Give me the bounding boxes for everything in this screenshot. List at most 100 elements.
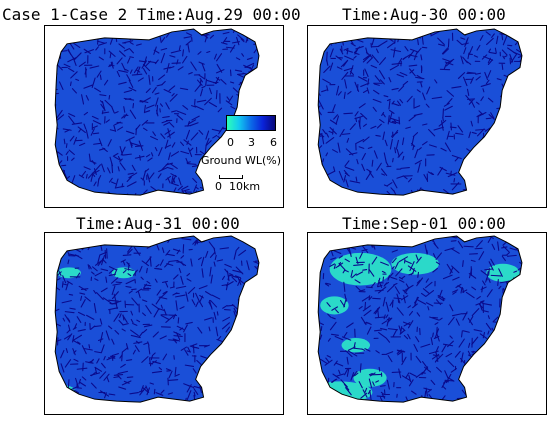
stream-channel bbox=[208, 301, 213, 308]
stream-channel bbox=[160, 389, 165, 394]
stream-channel bbox=[382, 131, 385, 141]
stream-channel bbox=[97, 409, 103, 414]
stream-channel bbox=[478, 184, 487, 187]
stream-channel bbox=[99, 74, 102, 81]
stream-channel bbox=[538, 143, 539, 148]
stream-channel bbox=[396, 73, 405, 78]
stream-channel bbox=[312, 29, 315, 31]
stream-channel bbox=[126, 359, 133, 362]
stream-channel bbox=[158, 296, 168, 300]
stream-channel bbox=[532, 309, 537, 313]
stream-channel bbox=[153, 46, 157, 55]
stream-channel bbox=[46, 274, 48, 282]
stream-channel bbox=[531, 98, 538, 104]
stream-channel bbox=[137, 290, 141, 299]
stream-channel bbox=[380, 391, 385, 396]
stream-channel bbox=[224, 371, 235, 376]
stream-channel bbox=[85, 95, 89, 101]
stream-channel bbox=[98, 42, 108, 46]
stream-channel bbox=[238, 249, 247, 256]
stream-channel bbox=[362, 269, 368, 271]
stream-channel bbox=[525, 186, 530, 187]
stream-channel bbox=[200, 88, 204, 97]
stream-channel bbox=[159, 335, 167, 340]
stream-channel bbox=[62, 32, 72, 37]
stream-channel bbox=[412, 145, 415, 151]
stream-channel bbox=[77, 126, 86, 134]
stream-channel bbox=[147, 341, 150, 346]
stream-channel bbox=[262, 182, 267, 187]
stream-channel bbox=[94, 271, 103, 277]
stream-channel bbox=[188, 72, 193, 75]
stream-channel bbox=[129, 69, 133, 74]
stream-channel bbox=[98, 200, 101, 204]
stream-channel bbox=[397, 240, 409, 242]
stream-channel bbox=[452, 289, 459, 293]
stream-channel bbox=[465, 205, 468, 207]
stream-channel bbox=[517, 55, 522, 58]
stream-channel bbox=[228, 382, 237, 386]
low-water-level-patch bbox=[341, 337, 371, 353]
stream-channel bbox=[269, 34, 274, 35]
stream-channel bbox=[455, 132, 464, 135]
stream-channel bbox=[265, 362, 269, 363]
stream-channel bbox=[311, 95, 316, 97]
stream-channel bbox=[408, 310, 414, 316]
stream-channel bbox=[257, 133, 259, 139]
stream-channel bbox=[467, 317, 473, 326]
stream-channel bbox=[309, 169, 315, 173]
stream-channel bbox=[475, 356, 479, 360]
stream-channel bbox=[508, 134, 511, 142]
stream-channel bbox=[118, 43, 126, 49]
stream-channel bbox=[316, 405, 317, 409]
stream-channel bbox=[312, 185, 317, 191]
stream-channel bbox=[135, 196, 136, 199]
stream-channel bbox=[340, 379, 348, 388]
stream-channel bbox=[511, 308, 515, 315]
stream-channel bbox=[277, 404, 282, 407]
basin-outline bbox=[317, 28, 523, 196]
stream-channel bbox=[542, 401, 546, 405]
stream-channel bbox=[171, 174, 177, 184]
stream-channel bbox=[129, 198, 133, 204]
stream-channel bbox=[474, 160, 483, 168]
stream-channel bbox=[368, 378, 373, 388]
stream-channel bbox=[143, 189, 148, 195]
stream-channel bbox=[521, 70, 522, 78]
stream-channel bbox=[442, 108, 444, 118]
stream-channel bbox=[83, 123, 87, 130]
stream-channel bbox=[127, 273, 132, 277]
stream-channel bbox=[361, 245, 369, 254]
stream-channel bbox=[332, 104, 336, 112]
stream-channel bbox=[182, 105, 189, 110]
stream-channel bbox=[311, 141, 316, 143]
stream-channel bbox=[208, 101, 218, 108]
stream-channel bbox=[380, 327, 388, 331]
stream-channel bbox=[84, 191, 87, 196]
stream-channel bbox=[139, 265, 143, 273]
stream-channel bbox=[487, 97, 494, 103]
stream-channel bbox=[323, 28, 332, 30]
stream-channel bbox=[362, 54, 371, 63]
stream-channel bbox=[525, 307, 528, 309]
stream-channel bbox=[376, 277, 381, 288]
stream-channel bbox=[486, 289, 493, 298]
stream-channel bbox=[229, 273, 234, 276]
stream-channel bbox=[420, 82, 423, 88]
stream-channel bbox=[253, 203, 254, 207]
stream-channel bbox=[435, 261, 441, 265]
stream-channel bbox=[91, 271, 95, 275]
stream-channel bbox=[55, 92, 59, 95]
stream-channel bbox=[409, 69, 415, 74]
stream-channel bbox=[279, 104, 283, 109]
stream-channel bbox=[460, 37, 466, 40]
stream-channel bbox=[501, 246, 508, 249]
stream-channel bbox=[534, 140, 543, 141]
stream-channel bbox=[470, 259, 476, 262]
stream-channel bbox=[387, 115, 390, 125]
stream-channel bbox=[224, 263, 232, 268]
stream-channel bbox=[215, 69, 225, 74]
stream-channel bbox=[335, 55, 342, 61]
stream-channel bbox=[487, 57, 491, 64]
stream-channel bbox=[138, 140, 144, 151]
